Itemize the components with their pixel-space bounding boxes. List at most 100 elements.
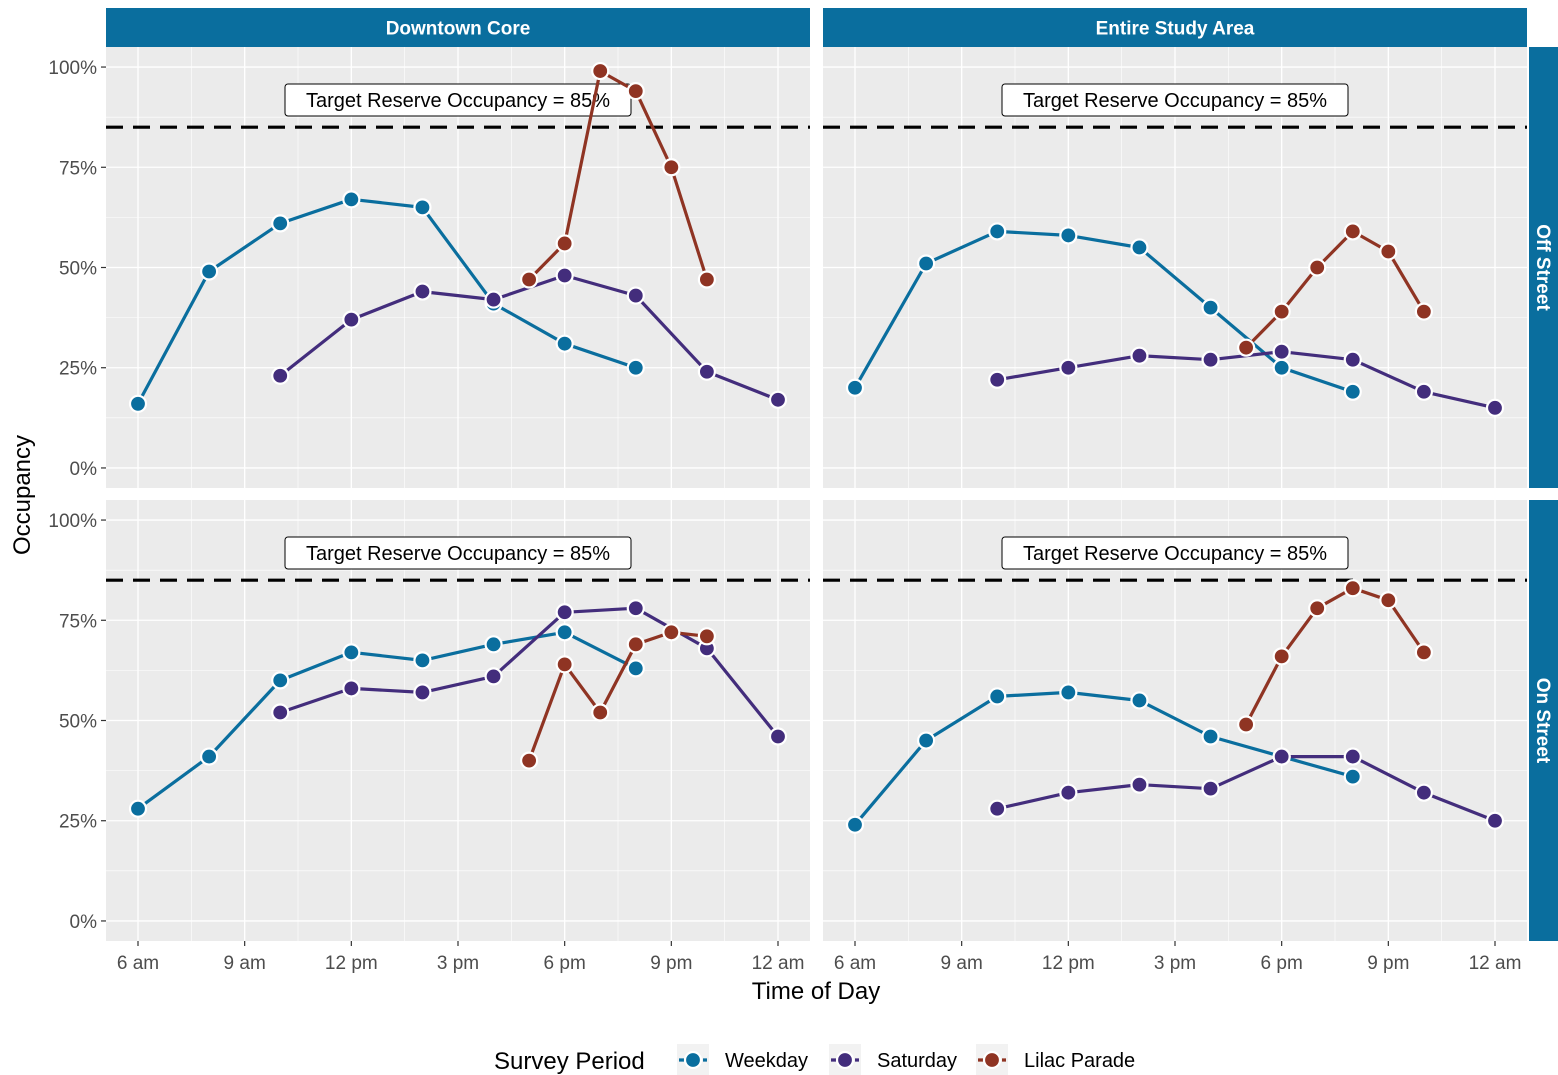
x-tick-label: 6 pm (1261, 953, 1303, 974)
x-tick-label: 9 pm (650, 953, 692, 974)
data-point-lilac-parade (1308, 599, 1327, 618)
legend-label-weekday: Weekday (725, 1050, 808, 1072)
legend-key-point-weekday (683, 1050, 703, 1070)
data-point-saturday (413, 282, 432, 301)
data-point-saturday (626, 599, 645, 618)
data-point-lilac-parade (1237, 715, 1256, 734)
data-point-weekday (1201, 298, 1220, 317)
data-point-weekday (626, 358, 645, 377)
y-tick-label: 100% (48, 511, 97, 532)
panel-downtown-core-off-street: Target Reserve Occupancy = 85% (106, 47, 810, 488)
data-point-weekday (626, 659, 645, 678)
series-line-weekday (853, 229, 1354, 394)
data-point-weekday (271, 214, 290, 233)
data-point-weekday (988, 687, 1007, 706)
row-strip-background (1529, 47, 1558, 488)
data-point-weekday (484, 635, 503, 654)
data-point-weekday (200, 747, 219, 766)
data-point-saturday (1130, 775, 1149, 794)
data-point-lilac-parade (591, 61, 610, 81)
x-tick-label: 12 am (752, 953, 805, 974)
data-point-lilac-parade (662, 158, 681, 177)
x-tick-label: 3 pm (437, 953, 479, 974)
column-strip-background (823, 8, 1527, 47)
data-point-lilac-parade (626, 635, 645, 654)
y-tick-label: 50% (59, 259, 97, 280)
data-point-saturday (988, 799, 1007, 818)
data-point-weekday (271, 671, 290, 690)
data-point-weekday (128, 799, 148, 818)
data-point-weekday (342, 643, 361, 662)
target-annotation-box (284, 83, 632, 117)
y-tick-label: 0% (70, 912, 98, 933)
target-annotation-box (1001, 536, 1349, 570)
data-point-lilac-parade (1414, 302, 1433, 321)
data-point-saturday (413, 683, 432, 702)
target-annotation-text: Target Reserve Occupancy = 85% (1023, 543, 1327, 565)
column-strip-label: Downtown Core (386, 19, 531, 40)
x-tick-label: 12 am (1469, 953, 1522, 974)
data-point-saturday (1059, 783, 1078, 802)
legend-label-lilac-parade: Lilac Parade (1024, 1050, 1135, 1072)
data-point-saturday (768, 390, 788, 409)
data-point-saturday (626, 286, 645, 305)
data-point-weekday (1130, 691, 1149, 710)
target-annotation-text: Target Reserve Occupancy = 85% (1023, 90, 1327, 112)
legend-key-point-lilac-parade (982, 1050, 1002, 1070)
series-line-saturday (996, 754, 1496, 823)
data-point-weekday (1272, 358, 1291, 377)
data-point-saturday (484, 667, 503, 686)
data-point-saturday (1414, 783, 1433, 802)
data-point-lilac-parade (697, 627, 716, 646)
x-tick-label: 12 pm (325, 953, 378, 974)
data-point-weekday (413, 651, 432, 670)
data-point-lilac-parade (591, 703, 610, 722)
data-point-weekday (1201, 727, 1220, 746)
target-annotation-box (1001, 83, 1349, 117)
data-point-saturday (1485, 398, 1505, 417)
panels-layer: Target Reserve Occupancy = 85% Target Res… (106, 47, 1527, 941)
row-strip-background (1529, 500, 1558, 941)
data-point-lilac-parade (1272, 302, 1291, 321)
x-tick-label: 3 pm (1154, 953, 1196, 974)
data-point-weekday (342, 190, 361, 209)
series-line-weekday (136, 197, 637, 405)
data-point-lilac-parade (555, 234, 574, 253)
y-tick-label: 100% (48, 58, 97, 79)
data-point-weekday (917, 731, 936, 750)
target-annotation-text: Target Reserve Occupancy = 85% (306, 543, 610, 565)
target-annotation-text: Target Reserve Occupancy = 85% (306, 90, 610, 112)
data-point-saturday (1130, 346, 1149, 365)
data-point-saturday (555, 603, 574, 622)
data-point-weekday (988, 222, 1007, 241)
data-point-saturday (1343, 350, 1362, 369)
data-point-saturday (1414, 382, 1433, 401)
legend-title: Survey Period (494, 1048, 645, 1075)
panel-entire-study-area-off-street: Target Reserve Occupancy = 85% (823, 47, 1527, 488)
data-point-saturday (1272, 342, 1291, 361)
data-point-saturday (271, 703, 290, 722)
data-point-saturday (1201, 779, 1220, 798)
data-point-lilac-parade (1379, 242, 1398, 261)
series-line-lilac-parade (1244, 586, 1426, 726)
data-point-lilac-parade (520, 751, 539, 770)
legend-label-saturday: Saturday (877, 1050, 957, 1072)
data-point-weekday (1059, 683, 1078, 702)
data-point-saturday (1059, 358, 1078, 377)
series-line-saturday (279, 606, 780, 738)
legend: Survey Period Weekday Saturday Lilac Parad… (494, 1044, 1135, 1075)
y-tick-label: 0% (70, 459, 98, 480)
data-point-lilac-parade (1343, 222, 1362, 241)
data-point-saturday (1272, 747, 1291, 766)
data-point-weekday (413, 198, 432, 217)
series-line-weekday (853, 690, 1354, 826)
x-tick-label: 9 pm (1367, 953, 1409, 974)
data-point-lilac-parade (1379, 591, 1398, 610)
y-tick-label: 75% (59, 158, 97, 179)
y-tick-label: 25% (59, 359, 97, 380)
data-point-saturday (988, 370, 1007, 389)
data-point-weekday (555, 334, 574, 353)
data-point-weekday (200, 262, 219, 281)
data-point-lilac-parade (697, 270, 716, 289)
